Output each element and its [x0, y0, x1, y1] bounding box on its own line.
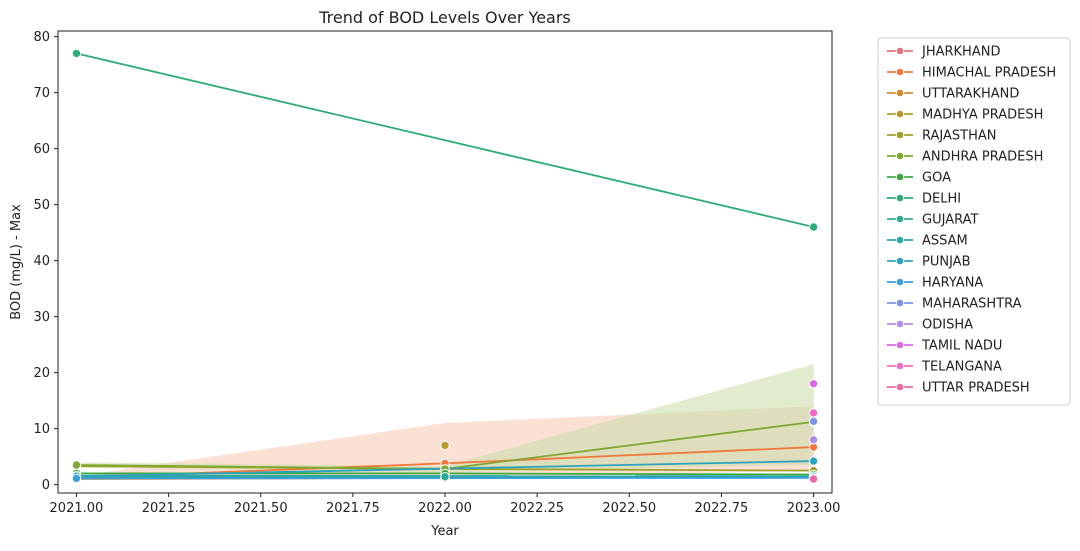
legend-marker-swatch: [895, 193, 905, 203]
legend-marker-swatch: [895, 277, 905, 287]
data-point: [440, 472, 450, 482]
legend-label: ASSAM: [922, 234, 968, 249]
y-tick-label: 60: [33, 142, 50, 157]
y-tick-label: 70: [33, 86, 50, 101]
data-point: [808, 222, 819, 232]
x-axis: 2021.00 2021.25 2021.50 2021.75 2022.00 2022.…: [50, 493, 841, 516]
x-tick-label: 2021.75: [326, 501, 380, 516]
legend-item: TAMIL NADU: [887, 339, 1002, 354]
x-tick-label: 2021.50: [234, 501, 288, 516]
legend-label: ANDHRA PRADESH: [922, 150, 1043, 165]
x-tick-label: 2022.50: [602, 501, 656, 516]
data-point: [71, 48, 82, 59]
legend-marker-swatch: [895, 88, 905, 98]
x-axis-label: Year: [430, 524, 459, 539]
legend: JHARKHAND HIMACHAL PRADESH UTTARAKHAND MADH…: [877, 37, 1071, 406]
y-axis-label: BOD (mg/L) - Max: [9, 204, 24, 320]
legend-item: UTTAR PRADESH: [887, 381, 1030, 396]
chart-title: Trend of BOD Levels Over Years: [318, 8, 571, 27]
legend-marker-swatch: [895, 340, 905, 350]
legend-label: GOA: [922, 171, 951, 186]
legend-item: MAHARASHTRA: [887, 297, 1022, 312]
legend-box: [877, 37, 1071, 406]
y-tick-label: 30: [33, 310, 50, 325]
x-tick-label: 2023.00: [787, 501, 841, 516]
y-tick-label: 80: [33, 30, 50, 45]
data-point: [808, 456, 819, 466]
series-line: [76, 52, 814, 228]
y-tick-label: 40: [33, 254, 50, 269]
legend-label: ODISHA: [922, 318, 973, 333]
x-tick-label: 2021.25: [142, 501, 196, 516]
legend-marker-swatch: [895, 67, 905, 77]
legend-label: HIMACHAL PRADESH: [922, 66, 1056, 81]
data-point: [440, 440, 450, 451]
legend-marker-swatch: [895, 319, 905, 329]
x-tick-label: 2021.00: [50, 501, 104, 516]
legend-item: JHARKHAND: [887, 45, 1000, 60]
legend-label: MAHARASHTRA: [922, 297, 1022, 312]
y-axis: 0 10 20 30 40 50 60 70 80: [33, 30, 58, 493]
legend-marker-swatch: [895, 46, 905, 56]
data-point: [808, 416, 819, 427]
legend-label: JHARKHAND: [921, 45, 1000, 60]
legend-item: ASSAM: [887, 234, 968, 249]
legend-item: MADHYA PRADESH: [887, 108, 1043, 123]
x-tick-label: 2022.25: [510, 501, 564, 516]
data-point: [71, 473, 82, 484]
legend-item: HIMACHAL PRADESH: [887, 66, 1056, 81]
legend-item: TELANGANA: [887, 360, 1002, 375]
legend-label: MADHYA PRADESH: [922, 108, 1043, 123]
x-tick-label: 2022.75: [695, 501, 749, 516]
y-tick-label: 20: [33, 366, 50, 381]
legend-marker-swatch: [895, 130, 905, 140]
legend-label: TAMIL NADU: [921, 339, 1002, 354]
legend-item: HARYANA: [887, 276, 983, 291]
y-tick-label: 0: [42, 478, 50, 493]
legend-item: RAJASTHAN: [887, 129, 996, 144]
legend-item: ANDHRA PRADESH: [887, 150, 1043, 165]
legend-item: ODISHA: [887, 318, 973, 333]
legend-label: PUNJAB: [922, 255, 971, 270]
legend-label: UTTAR PRADESH: [922, 381, 1030, 396]
data-point: [808, 474, 819, 484]
data-point: [71, 460, 82, 470]
x-tick-label: 2022.00: [418, 501, 472, 516]
y-tick-label: 10: [33, 422, 50, 437]
series-markers: [71, 48, 819, 484]
legend-label: UTTARAKHAND: [922, 87, 1019, 102]
legend-marker-swatch: [895, 382, 905, 392]
legend-marker-swatch: [895, 172, 905, 182]
legend-label: HARYANA: [922, 276, 983, 291]
legend-item: UTTARAKHAND: [887, 87, 1019, 102]
legend-marker-swatch: [895, 361, 905, 371]
legend-marker-swatch: [895, 151, 905, 161]
legend-label: RAJASTHAN: [922, 129, 996, 144]
legend-marker-swatch: [895, 235, 905, 245]
data-point: [808, 379, 819, 389]
legend-label: DELHI: [922, 192, 961, 207]
legend-label: GUJARAT: [922, 213, 978, 228]
data-point: [808, 408, 819, 418]
legend-marker-swatch: [895, 256, 905, 266]
legend-label: TELANGANA: [921, 360, 1002, 375]
y-tick-label: 50: [33, 198, 50, 213]
legend-item: PUNJAB: [887, 255, 971, 270]
legend-item: GUJARAT: [887, 213, 978, 228]
data-point: [808, 435, 819, 445]
legend-item: GOA: [887, 171, 951, 186]
legend-marker-swatch: [895, 109, 905, 119]
legend-marker-swatch: [895, 298, 905, 308]
legend-marker-swatch: [895, 214, 905, 224]
legend-item: DELHI: [887, 192, 961, 207]
